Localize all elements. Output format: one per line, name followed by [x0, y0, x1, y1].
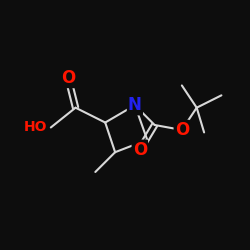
Text: O: O: [133, 141, 147, 159]
Text: O: O: [61, 69, 75, 87]
Text: HO: HO: [24, 120, 47, 134]
Text: O: O: [175, 121, 189, 139]
Text: N: N: [128, 96, 142, 114]
